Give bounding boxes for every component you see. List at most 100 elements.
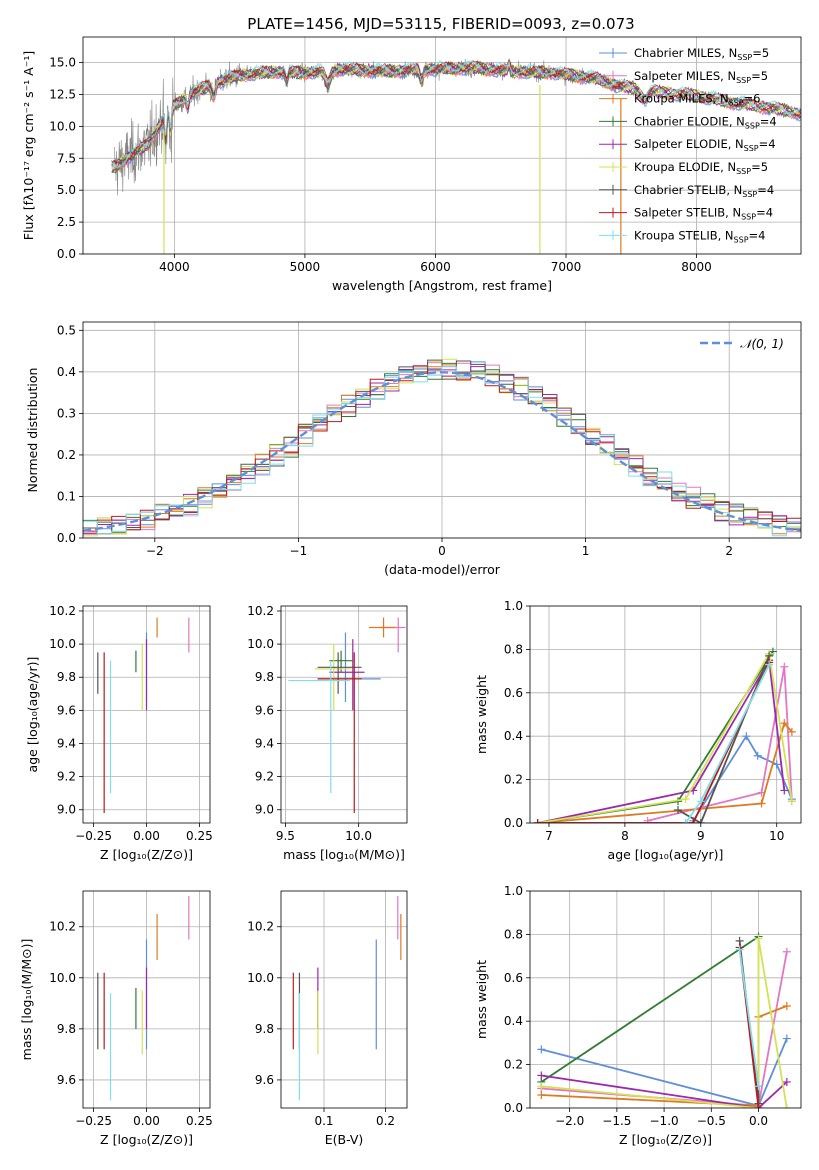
y-tick-label: 9.6 — [57, 703, 76, 717]
weight-point-kroupa_stelib — [735, 945, 744, 954]
axes-frame — [82, 605, 211, 824]
y-tick-label: 0.0 — [504, 816, 523, 830]
legend-entry: Chabrier ELODIE, NSSP=4 — [634, 114, 777, 130]
axes-residuals: −2 −1 0 1 2 0.0 0.1 0.2 0.3 0.4 0.5 𝒩(0, 1) (data-mo… — [25, 321, 802, 577]
x-tick-label: 8 — [621, 829, 629, 843]
x-tick-label: 0.25 — [186, 1114, 213, 1128]
x-tick-label: 0.2 — [376, 1114, 395, 1128]
legend-entry: Chabrier MILES, NSSP=5 — [634, 46, 769, 62]
x-tick-label: −1 — [290, 544, 308, 558]
weight-point-salpeter_elodie — [780, 786, 789, 795]
y-tick-label: 0.5 — [57, 323, 76, 337]
y-tick-label: 9.6 — [255, 1073, 274, 1087]
weight-point-kroupa_elodie — [782, 1104, 791, 1108]
y-axis-label: mass [log₁₀(M/M⊙)] — [19, 939, 34, 1061]
x-tick-label: −1.5 — [602, 1114, 631, 1128]
y-tick-label: 0.4 — [504, 729, 523, 743]
y-tick-label: 9.8 — [57, 670, 76, 684]
x-tick-label: 4000 — [159, 260, 190, 274]
axes-mass_vs_ebv: 0.1 0.2 9.6 9.8 10.0 10.2 E(B-V) — [247, 890, 408, 1147]
y-tick-label: 0.4 — [504, 1014, 523, 1028]
y-tick-label: 2.5 — [57, 215, 76, 229]
weight-point-kroupa_miles — [780, 719, 789, 728]
weight-point-kroupa_elodie — [787, 797, 796, 806]
x-tick-label: 8000 — [681, 260, 712, 274]
x-axis-label: Z [log₁₀(Z/Z⊙)] — [100, 1132, 193, 1147]
weight-point-kroupa_miles — [757, 799, 766, 808]
x-axis-label: (data-model)/error — [384, 562, 501, 577]
y-tick-label: 10.2 — [247, 920, 274, 934]
x-tick-label: −1.0 — [650, 1114, 679, 1128]
plot-area-weight_vs_age — [530, 606, 801, 823]
y-tick-label: 9.4 — [255, 736, 274, 750]
plot-layer: 4000 5000 6000 7000 80000.02.55.07.510.012.5… — [19, 36, 802, 1147]
weight-point-kroupa_elodie — [681, 795, 690, 804]
weight-point-kroupa_elodie — [537, 1082, 546, 1091]
y-tick-label: 10.2 — [49, 604, 76, 618]
x-tick-label: −2.0 — [555, 1114, 584, 1128]
legend-entry: Kroupa STELIB, NSSP=4 — [634, 228, 765, 244]
legend-entry: Salpeter STELIB, NSSP=4 — [634, 206, 773, 222]
y-tick-label: 0.4 — [57, 365, 76, 379]
x-tick-label: 0.1 — [314, 1114, 333, 1128]
y-tick-label: 10.2 — [247, 604, 274, 618]
y-tick-label: 1.0 — [504, 599, 523, 613]
plot-area-weight_vs_Z — [530, 891, 801, 1108]
axes-frame — [280, 890, 408, 1109]
y-tick-label: 0.1 — [57, 489, 76, 503]
weight-line-kroupa_elodie — [541, 938, 788, 1108]
weight-point-salpeter_stelib — [689, 819, 698, 823]
y-tick-label: 10.0 — [247, 971, 274, 985]
y-tick-label: 9.0 — [57, 803, 76, 817]
weight-line-salpeter_elodie — [541, 1074, 788, 1108]
x-tick-label: 0.0 — [749, 1114, 768, 1128]
data-spectrum-line — [114, 58, 622, 196]
x-tick-label: 9.5 — [276, 829, 295, 843]
x-axis-label: wavelength [Angstrom, rest frame] — [332, 278, 552, 293]
y-tick-label: 0.2 — [504, 1058, 523, 1072]
axes-mass_vs_Z: −0.25 0.00 0.25 9.6 9.8 10.0 10.2 Z [log₁₀(Z/Z⊙… — [19, 890, 213, 1147]
y-tick-label: 9.6 — [57, 1073, 76, 1087]
y-tick-label: 10.0 — [49, 119, 76, 133]
weight-line-kroupa_stelib — [684, 664, 770, 823]
x-tick-label: 7000 — [551, 260, 582, 274]
axes-frame — [529, 890, 802, 1109]
y-tick-label: 9.6 — [255, 703, 274, 717]
x-tick-label: 0.00 — [133, 1114, 160, 1128]
x-tick-label: −2 — [146, 544, 164, 558]
y-tick-label: 0.3 — [57, 406, 76, 420]
x-tick-label: 1 — [582, 544, 590, 558]
y-tick-label: 9.0 — [255, 803, 274, 817]
x-tick-label: 7 — [545, 829, 553, 843]
x-tick-label: −0.5 — [697, 1114, 726, 1128]
y-axis-label: age [log₁₀(age/yr)] — [25, 657, 40, 773]
y-axis-label: Flux [fλ10⁻¹⁷ erg cm⁻² s⁻¹ A⁻¹] — [21, 51, 36, 240]
y-tick-label: 0.0 — [57, 531, 76, 545]
x-axis-label: Z [log₁₀(Z/Z⊙)] — [100, 847, 193, 862]
model-spectrum-kroupa_stelib — [111, 59, 801, 169]
x-tick-label: 5000 — [290, 260, 321, 274]
y-tick-label: 9.2 — [255, 770, 274, 784]
y-tick-label: 9.8 — [255, 1022, 274, 1036]
y-axis-label: mass weight — [474, 675, 489, 754]
x-tick-label: 6000 — [420, 260, 451, 274]
y-tick-label: 0.6 — [504, 971, 523, 985]
figure-title: PLATE=1456, MJD=53115, FIBERID=0093, z=0… — [247, 15, 634, 33]
model-spectrum-kroupa_elodie — [111, 61, 801, 171]
model-spectrum-salpeter_stelib — [111, 59, 801, 166]
y-tick-label: 12.5 — [49, 87, 76, 101]
legend-entry: Kroupa MILES, NSSP=6 — [634, 92, 760, 108]
axes-age_vs_mass: 9.5 10.0 9.0 9.2 9.4 9.6 9.8 10.0 10.2 mass [log₁… — [247, 604, 408, 862]
weight-point-salpeter_miles — [643, 816, 652, 823]
plot-area-age_vs_mass — [281, 606, 407, 823]
axes-frame — [529, 605, 802, 824]
weight-point-kroupa_stelib — [765, 660, 774, 669]
spectrum-legend: Chabrier MILES, NSSP=5 Salpeter MILES, NS… — [599, 46, 777, 244]
weight-point-salpeter_stelib — [533, 819, 542, 823]
y-tick-label: 0.0 — [504, 1101, 523, 1115]
x-tick-label: 10.0 — [345, 829, 372, 843]
y-axis-label: mass weight — [474, 960, 489, 1039]
plot-area-spectrum — [83, 37, 801, 254]
x-axis-label: age [log₁₀(age/yr)] — [608, 847, 724, 862]
y-tick-label: 9.4 — [57, 736, 76, 750]
